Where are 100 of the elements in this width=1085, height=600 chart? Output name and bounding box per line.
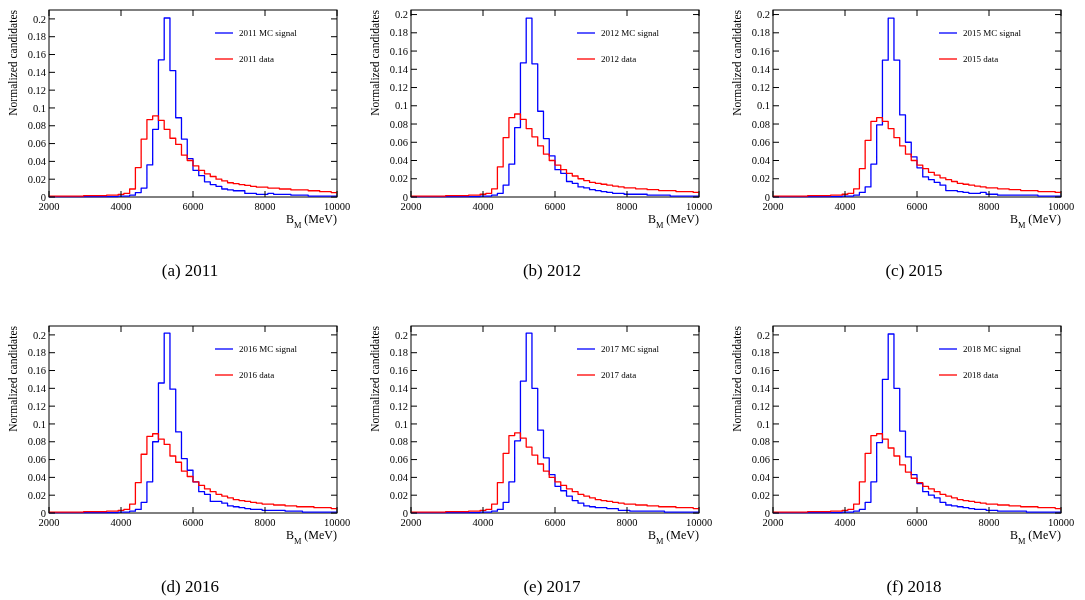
y-tick-label: 0.1 (394, 418, 408, 430)
x-axis-title: B$_{M}$ (MeV) (285, 528, 337, 546)
y-tick-label: 0.12 (389, 82, 408, 94)
x-tick-label: 4000 (472, 201, 494, 212)
y-tick-label: 0.16 (389, 45, 408, 57)
y-tick-label: 0.08 (389, 436, 408, 448)
x-tick-label: 8000 (978, 517, 1000, 528)
y-tick-label: 0.12 (389, 400, 408, 412)
x-tick-label: 8000 (254, 517, 276, 528)
y-tick-label: 0.12 (27, 400, 46, 412)
legend-label: 2015 MC signal (963, 28, 1022, 39)
y-tick-label: 0.08 (389, 118, 408, 130)
y-tick-label: 0.2 (756, 329, 770, 341)
y-tick-label: 0.18 (389, 347, 408, 359)
x-tick-label: 10000 (323, 517, 351, 528)
y-tick-label: 0.02 (389, 489, 408, 501)
y-tick-label: 0.16 (751, 45, 770, 57)
legend-label: 2011 MC signal (239, 28, 298, 39)
x-axis-title: B$_{M}$ (MeV) (647, 528, 699, 546)
y-tick-label: 0 (402, 507, 408, 519)
y-axis-title: Normalized candidates (7, 9, 19, 116)
y-tick-label: 0.06 (751, 454, 770, 466)
x-tick-label: 2000 (400, 517, 422, 528)
y-tick-label: 0.04 (389, 472, 409, 484)
y-axis-title: Normalized candidates (731, 9, 743, 116)
y-tick-label: 0.08 (751, 436, 770, 448)
legend-label: 2015 data (963, 54, 999, 65)
y-tick-label: 0.2 (394, 329, 408, 341)
y-tick-label: 0.18 (27, 347, 46, 359)
y-tick-label: 0.16 (27, 365, 46, 377)
y-tick-label: 0.2 (32, 329, 46, 341)
x-tick-label: 6000 (182, 517, 204, 528)
x-tick-label: 8000 (978, 201, 1000, 212)
y-tick-label: 0.04 (751, 472, 771, 484)
x-tick-label: 2000 (762, 201, 784, 212)
y-tick-label: 0.02 (751, 489, 770, 501)
x-tick-label: 8000 (254, 201, 276, 212)
y-axis-title: Normalized candidates (7, 325, 19, 432)
x-axis-title: B$_{M}$ (MeV) (647, 212, 699, 230)
text: (f) 2018 (886, 577, 942, 596)
y-tick-label: 0.08 (27, 436, 46, 448)
y-tick-label: 0.16 (389, 365, 408, 377)
x-tick-label: 4000 (472, 517, 494, 528)
y-tick-label: 0.18 (27, 31, 46, 43)
y-tick-label: 0.02 (389, 173, 408, 185)
y-tick-label: 0.2 (394, 9, 408, 21)
x-tick-label: 2000 (38, 517, 60, 528)
x-axis-title: B$_{M}$ (MeV) (1009, 528, 1061, 546)
x-tick-label: 4000 (834, 201, 856, 212)
y-tick-label: 0.04 (27, 156, 47, 168)
x-tick-label: 10000 (685, 201, 713, 212)
y-axis-title: Normalized candidates (369, 325, 381, 432)
x-tick-label: 2000 (400, 201, 422, 212)
x-tick-label: 6000 (544, 517, 566, 528)
legend-label: 2016 data (239, 370, 275, 381)
y-tick-label: 0.04 (27, 472, 47, 484)
x-tick-label: 4000 (110, 201, 132, 212)
y-tick-label: 0.02 (27, 489, 46, 501)
y-tick-label: 0.2 (32, 13, 46, 25)
y-tick-label: 0.02 (751, 173, 770, 185)
y-tick-label: 0.18 (389, 27, 408, 39)
text: (b) 2012 (522, 261, 582, 280)
x-tick-label: 6000 (906, 517, 928, 528)
y-tick-label: 0.06 (389, 136, 408, 148)
x-tick-label: 6000 (906, 201, 928, 212)
x-tick-label: 10000 (685, 517, 713, 528)
y-tick-label: 0.04 (751, 155, 771, 167)
y-tick-label: 0.12 (751, 82, 770, 94)
y-tick-label: 0.14 (27, 383, 47, 395)
x-tick-label: 8000 (616, 201, 638, 212)
y-tick-label: 0.08 (27, 120, 46, 132)
y-tick-label: 0.18 (751, 27, 770, 39)
x-axis-title: B$_{M}$ (MeV) (1009, 212, 1061, 230)
x-tick-label: 6000 (544, 201, 566, 212)
legend-label: 2012 data (601, 54, 637, 65)
legend-label: 2012 MC signal (601, 28, 660, 39)
legend-label: 2017 MC signal (601, 344, 660, 355)
x-tick-label: 2000 (762, 517, 784, 528)
legend-label: 2017 data (601, 370, 637, 381)
y-tick-label: 0.06 (27, 138, 46, 150)
y-tick-label: 0.14 (389, 63, 409, 75)
y-tick-label: 0.1 (32, 102, 46, 114)
y-tick-label: 0.04 (389, 155, 409, 167)
y-tick-label: 0 (40, 507, 46, 519)
y-tick-label: 0.14 (751, 63, 771, 75)
y-tick-label: 0.1 (756, 418, 770, 430)
x-tick-label: 8000 (616, 517, 638, 528)
x-tick-label: 10000 (1047, 201, 1075, 212)
legend-label: 2018 data (963, 370, 999, 381)
y-tick-label: 0.16 (27, 49, 46, 61)
y-tick-label: 0.06 (389, 454, 408, 466)
legend-label: 2016 MC signal (239, 344, 298, 355)
x-tick-label: 10000 (323, 201, 351, 212)
y-tick-label: 0.14 (27, 67, 47, 79)
y-tick-label: 0 (40, 191, 46, 203)
y-tick-label: 0.06 (27, 454, 46, 466)
text: (e) 2017 (523, 577, 582, 596)
y-axis-title: Normalized candidates (731, 325, 743, 432)
y-tick-label: 0.1 (32, 418, 46, 430)
x-tick-label: 4000 (834, 517, 856, 528)
